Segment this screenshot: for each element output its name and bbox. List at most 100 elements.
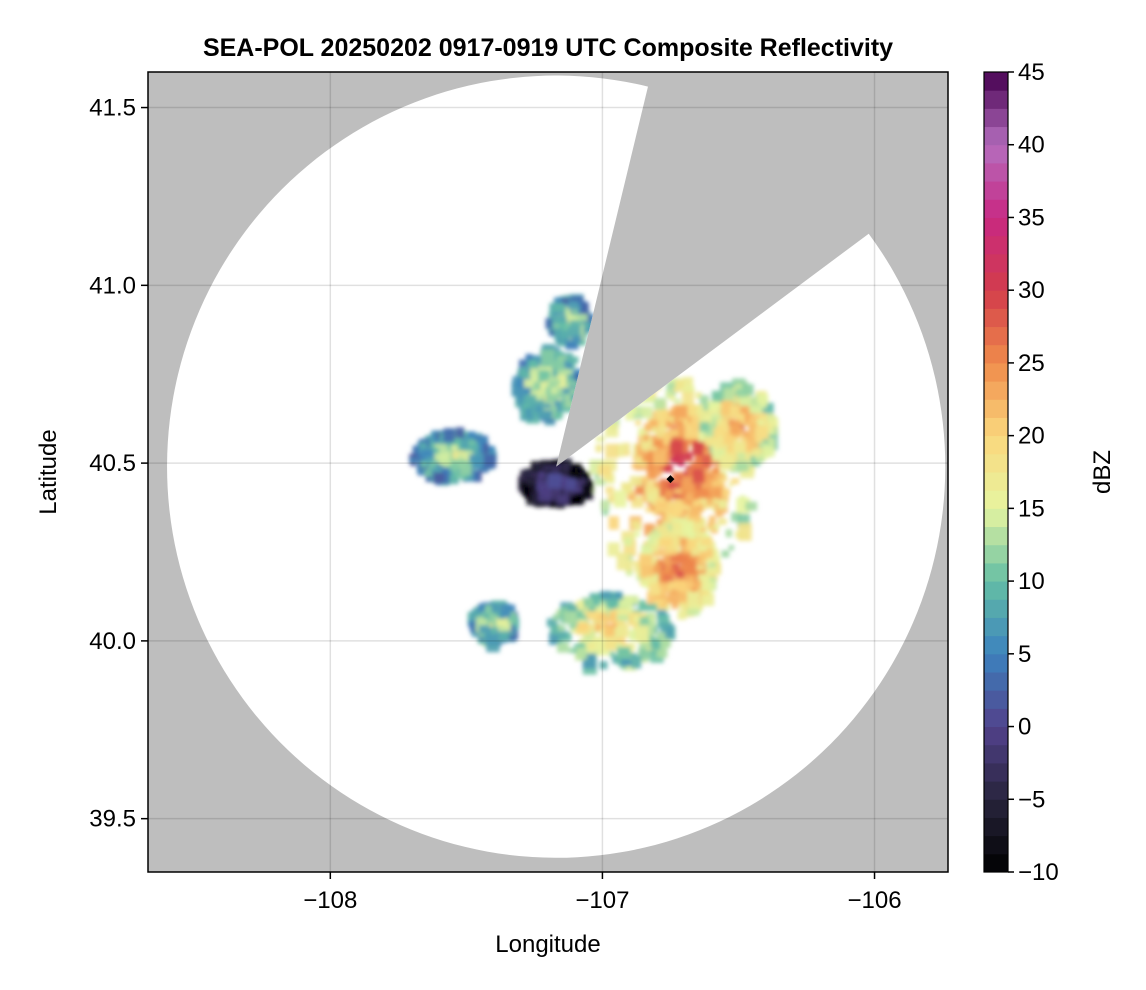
- echo-cell: [572, 311, 578, 316]
- echo-cell: [668, 481, 674, 489]
- echo-cell: [588, 624, 594, 632]
- echo-cell: [599, 459, 611, 467]
- echo-cell: [594, 612, 608, 622]
- colorbar-segment: [984, 162, 1008, 182]
- echo-cell: [723, 431, 734, 445]
- echo-cell: [596, 605, 606, 612]
- radar-site-marker: [666, 475, 675, 484]
- echo-cell: [691, 482, 698, 490]
- echo-cell: [694, 503, 703, 513]
- echo-cell: [666, 509, 679, 523]
- colorbar-tick-label: 30: [1018, 277, 1045, 304]
- echo-cell: [655, 425, 667, 439]
- echo-cell: [509, 616, 516, 624]
- echo-cell: [690, 415, 700, 428]
- echo-cell: [695, 392, 702, 399]
- echo-cell: [711, 441, 721, 448]
- echo-cell: [668, 429, 679, 437]
- echo-cell: [550, 387, 558, 395]
- echo-cell: [629, 475, 643, 487]
- echo-cell: [623, 483, 633, 495]
- echo-cell: [676, 571, 685, 581]
- echo-cell: [657, 525, 669, 533]
- y-tick-label: 40.0: [89, 628, 136, 655]
- echo-cell: [552, 500, 560, 507]
- echo-cell: [728, 545, 735, 551]
- echo-cell: [525, 476, 536, 485]
- echo-cell: [671, 600, 678, 609]
- echo-cell: [668, 581, 677, 590]
- echo-cell: [525, 409, 531, 417]
- echo-cell: [480, 442, 489, 454]
- echo-cell: [421, 444, 427, 449]
- echo-cell: [606, 598, 619, 610]
- x-tick-label: −107: [575, 887, 629, 914]
- echo-north-cell: [545, 294, 595, 350]
- echo-cell: [665, 489, 673, 498]
- echo-cell: [638, 646, 651, 660]
- echo-cell: [739, 397, 752, 407]
- colorbar-segment: [984, 508, 1008, 528]
- colorbar-segment: [984, 235, 1008, 255]
- echo-cell: [577, 492, 586, 500]
- echo-cell: [556, 319, 562, 325]
- echo-cell: [677, 610, 687, 620]
- echo-cell: [731, 512, 742, 522]
- echo-cell: [496, 617, 508, 627]
- echo-cell: [671, 564, 679, 574]
- colorbar-segment: [984, 853, 1008, 873]
- echo-cell: [594, 474, 600, 478]
- echo-cell: [500, 633, 509, 641]
- echo-cell: [684, 452, 693, 462]
- echo-cell: [580, 481, 594, 490]
- echo-cell: [736, 413, 745, 424]
- echo-cell: [652, 439, 663, 454]
- echo-cell: [539, 500, 546, 507]
- echo-cell: [554, 323, 568, 336]
- echo-cell: [577, 622, 588, 631]
- echo-cell: [734, 441, 747, 453]
- echo-cell: [656, 642, 668, 658]
- echo-cell: [758, 456, 764, 463]
- echo-cell: [699, 422, 710, 432]
- echo-cell: [666, 421, 672, 428]
- echo-cell: [600, 607, 610, 618]
- echo-cell: [561, 298, 570, 305]
- echo-cell: [666, 513, 673, 521]
- echo-cell: [517, 397, 524, 404]
- colorbar-segment: [984, 544, 1008, 564]
- echo-cell: [663, 451, 677, 461]
- echo-cell: [529, 382, 541, 391]
- echo-cell: [686, 492, 694, 502]
- echo-cell: [604, 626, 615, 637]
- echo-cell: [604, 611, 616, 623]
- echo-cell: [721, 550, 730, 558]
- echo-cell: [443, 461, 449, 468]
- echo-cell: [469, 454, 483, 470]
- echo-cell: [553, 636, 563, 644]
- echo-cell: [623, 451, 631, 456]
- echo-cell: [711, 480, 722, 487]
- echo-cell: [543, 479, 551, 486]
- echo-cell: [586, 610, 599, 621]
- echo-cell: [735, 460, 749, 472]
- echo-cell: [571, 334, 582, 342]
- echo-cell: [709, 576, 716, 583]
- echo-cell: [701, 537, 713, 547]
- echo-cell: [644, 523, 655, 537]
- echo-cell: [643, 434, 649, 442]
- echo-cell: [663, 464, 673, 473]
- echo-cell: [467, 431, 476, 440]
- colorbar-segment: [984, 708, 1008, 728]
- grid-lines: [148, 72, 948, 872]
- echo-cell: [693, 580, 702, 589]
- echo-cell: [719, 473, 725, 479]
- echo-cell: [595, 444, 603, 453]
- echo-cell: [745, 415, 759, 426]
- echo-cell: [608, 516, 619, 530]
- echo-south-band: [546, 590, 676, 675]
- echo-cell: [666, 382, 677, 396]
- echo-cell: [678, 555, 690, 563]
- echo-cell: [642, 406, 653, 419]
- echo-cell: [718, 499, 727, 509]
